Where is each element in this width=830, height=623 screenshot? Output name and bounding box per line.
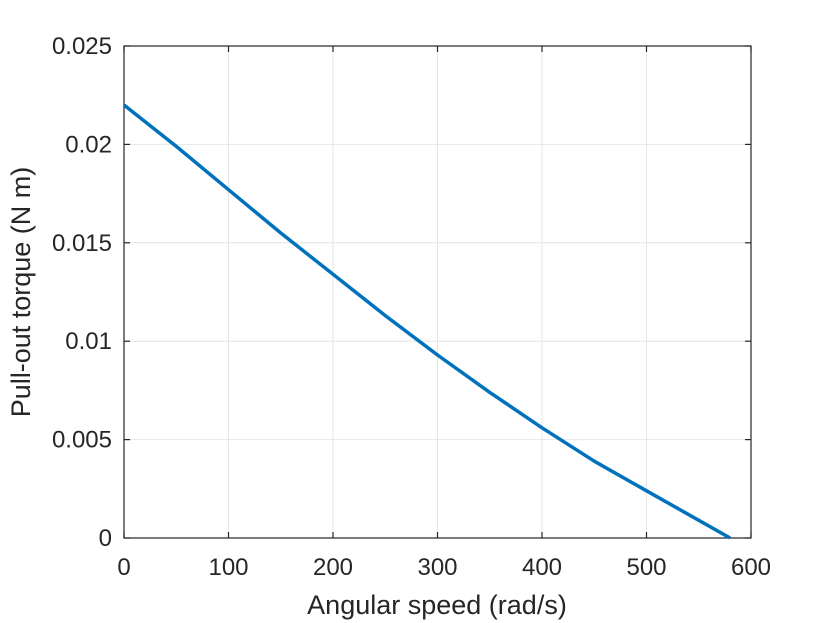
y-tick-label: 0.01 [65,328,112,355]
x-tick-label: 200 [313,554,353,581]
x-tick-label: 300 [417,554,457,581]
x-tick-label: 600 [731,554,771,581]
series-layer [122,103,731,540]
x-tick-label: 500 [626,554,666,581]
y-tick-label: 0 [99,525,112,552]
x-axis-label: Angular speed (rad/s) [307,590,567,620]
y-tick-label: 0.025 [52,33,112,60]
series-line [122,103,731,540]
y-tick-label: 0.02 [65,131,112,158]
axis-ticks: 0 100 200 300 400 500 600 0 0.005 0.01 0.015 0.02 0.… [52,33,771,581]
x-tick-label: 400 [522,554,562,581]
y-axis-label: Pull-out torque (N m) [6,167,36,418]
grid-lines [123,45,752,539]
y-tick-label: 0.005 [52,427,112,454]
x-tick-label: 100 [208,554,248,581]
x-tick-label: 0 [117,554,130,581]
y-tick-label: 0.015 [52,230,112,257]
